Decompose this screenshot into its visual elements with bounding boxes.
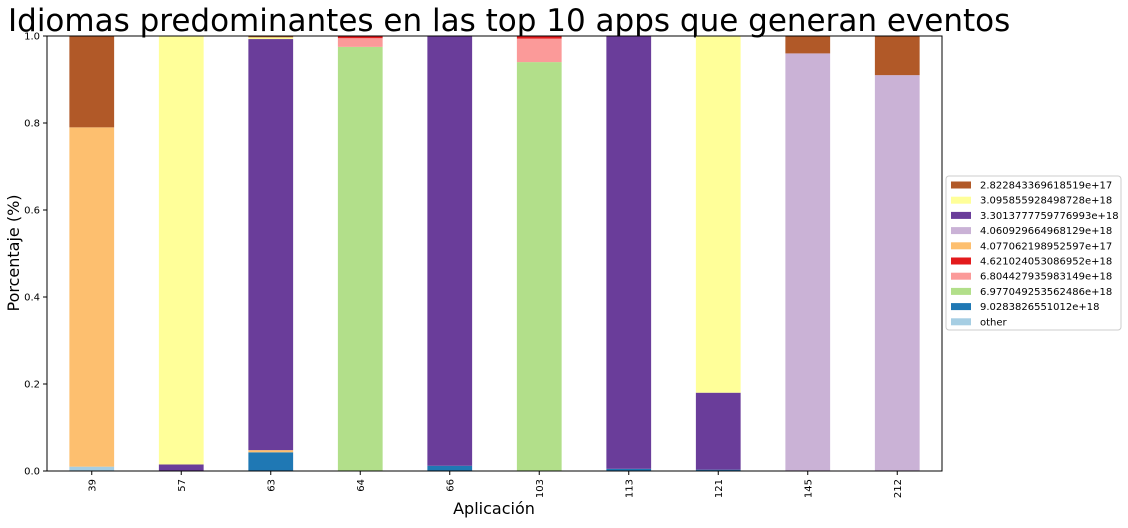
bar-segment	[248, 452, 294, 471]
bar-segment	[516, 36, 562, 39]
y-tick-label: 0.4	[24, 293, 40, 304]
bar-segment	[874, 75, 920, 472]
bar-segment	[695, 469, 741, 471]
bar-segment	[785, 36, 831, 54]
bar-segment	[516, 62, 562, 471]
bar-segment	[158, 464, 204, 471]
x-tick-label: 212	[893, 479, 904, 498]
bar-segment	[248, 37, 294, 40]
bar-segment	[695, 36, 741, 393]
x-tick-label: 57	[177, 479, 188, 492]
bar-segment	[606, 36, 652, 469]
bar-segment	[248, 450, 294, 453]
legend-swatch	[951, 196, 971, 204]
legend-swatch	[951, 257, 971, 265]
x-tick-label: 103	[535, 479, 546, 498]
legend-label: 4.621024053086952e+18	[980, 257, 1112, 268]
bar-segment	[158, 36, 204, 465]
chart-title: Idiomas predominantes en las top 10 apps…	[8, 3, 1010, 39]
x-tick-label: 145	[803, 479, 814, 498]
legend-label: 9.0283826551012e+18	[980, 302, 1100, 313]
legend-swatch	[951, 242, 971, 250]
legend-box	[945, 175, 1122, 331]
bar-segment	[69, 36, 115, 128]
bar-segment	[427, 465, 473, 471]
y-axis-label: Porcentaje (%)	[4, 194, 23, 311]
x-axis-label: Aplicación	[453, 499, 535, 518]
bar-segment	[695, 392, 741, 470]
bar-segment	[337, 36, 383, 39]
legend-swatch	[951, 181, 971, 189]
bar-segment	[874, 36, 920, 76]
bar-segment	[606, 468, 652, 471]
legend-swatch	[951, 318, 971, 326]
x-tick-label: 113	[624, 479, 635, 498]
y-tick-label: 1.0	[24, 32, 40, 43]
plot-frame	[46, 35, 943, 472]
legend-label: 6.804427935983149e+18	[980, 272, 1112, 283]
bar-segment	[337, 38, 383, 47]
y-tick-label: 0.0	[24, 467, 40, 478]
x-tick-label: 63	[266, 479, 277, 492]
x-tick-label: 121	[714, 479, 725, 498]
legend-swatch	[951, 287, 971, 295]
x-tick-label: 66	[445, 479, 456, 492]
bar-segment	[337, 46, 383, 472]
bar-segment	[69, 466, 115, 471]
x-tick-label: 39	[87, 479, 98, 492]
bar-segment	[785, 53, 831, 472]
legend-label: 3.3013777759776993e+18	[980, 211, 1119, 222]
legend-label: 4.077062198952597e+17	[980, 241, 1112, 252]
x-tick-label: 64	[356, 479, 367, 492]
plot-area: 0.0 0.2 0.4 0.6 0.8 1.0 39 57 63 64 66 103 113 121 145…	[24, 32, 943, 498]
y-tick-label: 0.2	[24, 380, 40, 391]
bar-segment	[69, 127, 115, 467]
y-tick-label: 0.6	[24, 206, 40, 217]
legend-swatch	[951, 227, 971, 235]
bar-segment	[427, 36, 473, 466]
legend-label: other	[980, 317, 1008, 328]
legend-swatch	[951, 272, 971, 280]
legend-label: 6.977049253562486e+18	[980, 287, 1112, 298]
y-tick-label: 0.8	[24, 119, 40, 130]
bar-segment	[248, 36, 294, 38]
legend-label: 4.060929664968129e+18	[980, 226, 1112, 237]
bar-segment	[516, 38, 562, 63]
bar-segment	[248, 39, 294, 451]
legend-swatch	[951, 211, 971, 219]
legend: 2.822843369618519e+17 3.095855928498728e+…	[945, 175, 1122, 331]
legend-label: 2.822843369618519e+17	[980, 181, 1112, 192]
legend-label: 3.095855928498728e+18	[980, 196, 1112, 207]
legend-swatch	[951, 303, 971, 311]
